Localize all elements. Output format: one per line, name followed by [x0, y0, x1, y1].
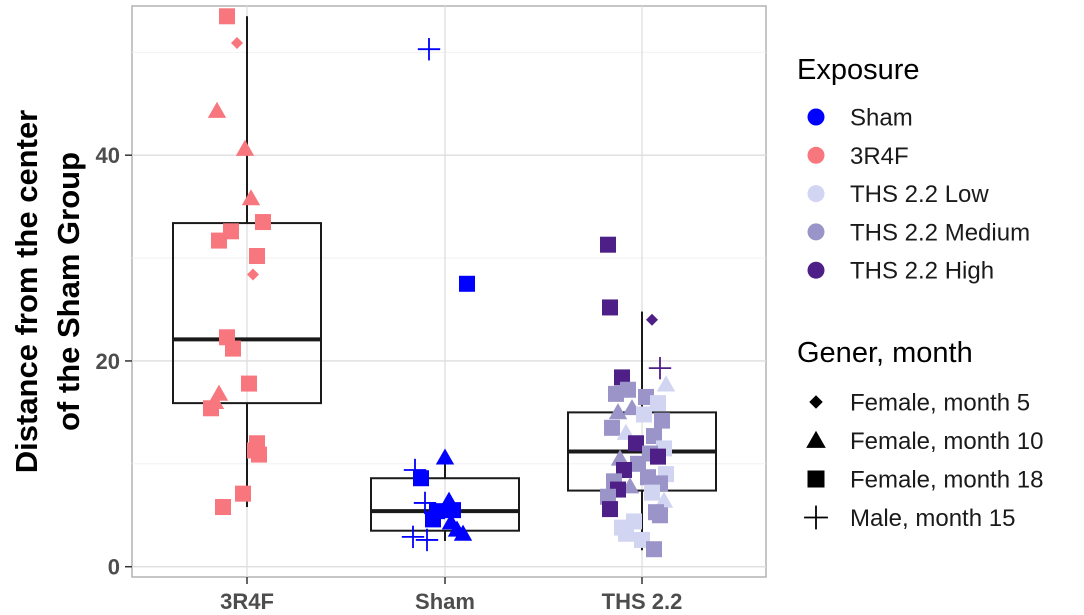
data-point-3r4f-20: [215, 499, 231, 516]
data-point-3r4f-8: [249, 248, 265, 265]
data-point-sham-33: [453, 524, 473, 541]
legend-label-ths-2-2-high: THS 2.2 High: [850, 258, 994, 285]
data-point-sham-26: [413, 491, 437, 515]
data-point-ths-2-2-47: [608, 403, 628, 420]
shape-legend: Gener, month Female, month 5 Female, month…: [797, 337, 1043, 532]
y-tick-label-0: 0: [108, 555, 120, 580]
legend-label-female-month-5: Female, month 5: [850, 390, 1030, 417]
data-point-ths-2-2-57: [650, 448, 666, 465]
x-tick-label-3r4f: 3R4F: [220, 589, 274, 614]
legend-label-3r4f: 3R4F: [850, 143, 909, 170]
legend-key-female-month-10: [806, 430, 826, 448]
data-point-sham-23: [435, 448, 455, 465]
exposure-legend-title: Exposure: [797, 54, 920, 86]
data-point-sham-35: [415, 528, 439, 552]
data-point-3r4f-5: [255, 214, 271, 231]
data-point-3r4f-12: [241, 375, 257, 392]
data-point-ths-2-2-37: [602, 299, 618, 316]
point-layer: [203, 8, 676, 558]
data-point-3r4f-19: [235, 485, 251, 502]
legend-key-3r4f: [807, 146, 825, 164]
legend-label-female-month-10: Female, month 10: [850, 428, 1043, 455]
legend-key-male-month-15: [804, 505, 828, 530]
data-point-ths-2-2-52: [646, 428, 662, 445]
x-axis-ticks: 3R4F Sham THS 2.2: [220, 577, 682, 614]
legend-label-female-month-18: Female, month 18: [850, 467, 1043, 494]
data-point-ths-2-2-38: [646, 313, 658, 326]
legend-key-female-month-18: [807, 470, 825, 488]
legend-key-female-month-5: [809, 395, 823, 409]
data-point-sham-25: [413, 470, 429, 487]
data-point-ths-2-2-67: [600, 488, 616, 505]
legend-key-ths-2-2-low: [807, 185, 825, 203]
data-point-ths-2-2-36: [600, 236, 616, 253]
y-tick-label-20: 20: [96, 349, 120, 374]
data-point-3r4f-0: [219, 8, 235, 25]
data-point-ths-2-2-45: [650, 395, 666, 412]
data-point-sham-22: [459, 275, 475, 292]
y-axis-label: Distance from the center of the Sham Grou…: [9, 110, 86, 474]
x-tick-label-sham: Sham: [415, 589, 475, 614]
data-point-ths-2-2-43: [608, 385, 624, 402]
data-point-ths-2-2-71: [652, 507, 668, 524]
y-axis-ticks: 0 20 40: [96, 143, 132, 580]
data-point-ths-2-2-74: [618, 525, 634, 542]
data-point-3r4f-7: [211, 232, 227, 249]
data-point-ths-2-2-69: [602, 501, 618, 518]
legend-key-sham: [807, 108, 825, 126]
data-point-ths-2-2-49: [654, 412, 670, 429]
legend-label-ths-2-2-medium: THS 2.2 Medium: [850, 219, 1030, 246]
shape-legend-title: Gener, month: [797, 337, 973, 369]
y-axis-title: Distance from the center of the Sham Grou…: [9, 110, 86, 474]
data-point-ths-2-2-66: [644, 484, 660, 501]
y-axis-title-line-2: of the Sham Group: [51, 152, 86, 431]
data-point-3r4f-3: [235, 139, 255, 156]
box-3r4f: [172, 222, 322, 405]
data-point-sham-29: [445, 502, 461, 519]
legend-label-ths-2-2-low: THS 2.2 Low: [850, 181, 989, 208]
x-tick-label-ths-2-2: THS 2.2: [602, 589, 683, 614]
y-tick-label-40: 40: [96, 143, 120, 168]
legend-key-ths-2-2-high: [807, 261, 825, 279]
data-point-ths-2-2-53: [628, 435, 644, 452]
data-point-ths-2-2-68: [654, 491, 674, 508]
data-point-ths-2-2-50: [604, 419, 620, 436]
data-point-sham-21: [417, 38, 441, 61]
data-point-3r4f-4: [241, 189, 261, 206]
data-point-ths-2-2-39: [648, 356, 672, 380]
data-point-sham-34: [401, 525, 425, 549]
data-point-3r4f-15: [203, 400, 219, 417]
data-point-ths-2-2-58: [630, 455, 646, 472]
data-point-3r4f-1: [231, 37, 243, 50]
data-point-ths-2-2-56: [610, 449, 630, 466]
data-point-ths-2-2-48: [636, 406, 652, 423]
y-axis-title-line-1: Distance from the center: [9, 110, 44, 474]
exposure-legend: Exposure Sham 3R4F THS 2.2 Low THS 2.2 Mediu…: [797, 54, 1030, 285]
data-point-ths-2-2-41: [656, 375, 676, 392]
data-point-3r4f-2: [207, 101, 227, 118]
legend-label-male-month-15: Male, month 15: [850, 505, 1015, 532]
data-point-ths-2-2-40: [614, 369, 630, 386]
data-point-3r4f-18: [251, 446, 267, 463]
data-point-sham-30: [425, 511, 441, 528]
legend-key-ths-2-2-medium: [807, 223, 825, 241]
box-sham: [370, 477, 520, 532]
data-point-3r4f-11: [225, 340, 241, 357]
data-point-ths-2-2-76: [646, 541, 662, 558]
data-point-3r4f-9: [247, 268, 259, 281]
legend-label-sham: Sham: [850, 105, 913, 132]
